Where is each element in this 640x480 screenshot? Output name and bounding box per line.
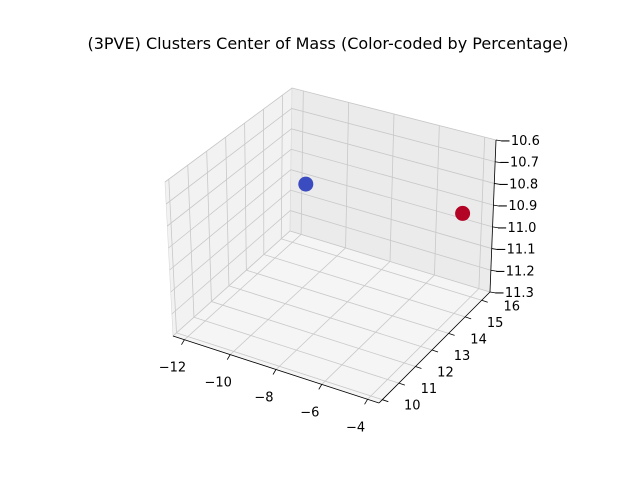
- z-tick-label: −10.7: [499, 156, 539, 171]
- grid-lines: [164, 87, 497, 401]
- x-tick-mark: [318, 384, 323, 390]
- z-tick-label: −10.8: [498, 177, 538, 192]
- z-gridline: [170, 189, 492, 293]
- data-points: [298, 176, 471, 221]
- z-tick-label: −10.9: [497, 199, 537, 214]
- z-gridline: [168, 148, 494, 249]
- y-tick-label: 16: [503, 299, 520, 314]
- z-tick-label: −11.1: [496, 243, 536, 258]
- x-axis-ticks: −12 −10 −8 −6 −4: [159, 339, 368, 435]
- z-tick-mark: [495, 139, 503, 142]
- y-tick-label: 14: [470, 332, 487, 347]
- y-tick-label: 12: [437, 366, 454, 381]
- y-tick-label: 11: [421, 382, 438, 397]
- z-gridline: [165, 107, 496, 205]
- scatter-point: [455, 205, 471, 221]
- x-tick-mark: [226, 354, 231, 360]
- z-tick-label: −11.0: [497, 221, 537, 236]
- y-tick-mark: [415, 366, 422, 369]
- z-tick-mark: [492, 226, 499, 229]
- z-gridline: [169, 169, 493, 271]
- z-axis-line: [489, 139, 497, 293]
- y-axis-line: [378, 291, 491, 404]
- x-tick-mark: [272, 369, 277, 375]
- y-tick-label: 15: [487, 316, 504, 331]
- z-tick-label: −11.3: [494, 286, 534, 301]
- z-gridline: [171, 210, 491, 315]
- x-tick-label: −12: [159, 361, 186, 376]
- z-axis-ticks: −11.3 −11.2 −11.1 −11.0 −10.9 −10.8 −10.7 −10.6: [489, 134, 540, 301]
- z-gridline: [164, 87, 497, 183]
- x-tick-mark: [364, 399, 368, 405]
- y-tick-mark: [382, 399, 389, 403]
- z-gridline: [172, 230, 491, 337]
- z-tick-mark: [494, 183, 501, 185]
- z-tick-label: −11.2: [495, 264, 535, 279]
- z-tick-label: −10.6: [500, 134, 540, 149]
- z-tick-mark: [490, 269, 497, 272]
- x-tick-label: −10: [205, 376, 232, 391]
- x-tick-label: −6: [300, 405, 319, 420]
- y-tick-label: 10: [404, 399, 421, 414]
- z-gridline: [167, 128, 495, 227]
- x-tick-label: −4: [346, 420, 365, 435]
- x-tick-label: −8: [254, 391, 273, 406]
- y-tick-mark: [431, 349, 439, 353]
- y-tick-mark: [398, 382, 406, 386]
- y-tick-mark: [465, 316, 472, 320]
- z-tick-mark: [491, 248, 498, 250]
- scatter-point: [298, 176, 314, 192]
- y-tick-label: 13: [454, 349, 471, 364]
- y-tick-mark: [448, 333, 455, 336]
- x-tick-mark: [181, 339, 185, 345]
- y-tick-mark: [481, 299, 488, 303]
- z-tick-mark: [495, 161, 502, 164]
- chart-title: (3PVE) Clusters Center of Mass (Color-co…: [87, 34, 568, 53]
- z-tick-mark: [493, 204, 500, 207]
- z-tick-mark: [489, 291, 497, 294]
